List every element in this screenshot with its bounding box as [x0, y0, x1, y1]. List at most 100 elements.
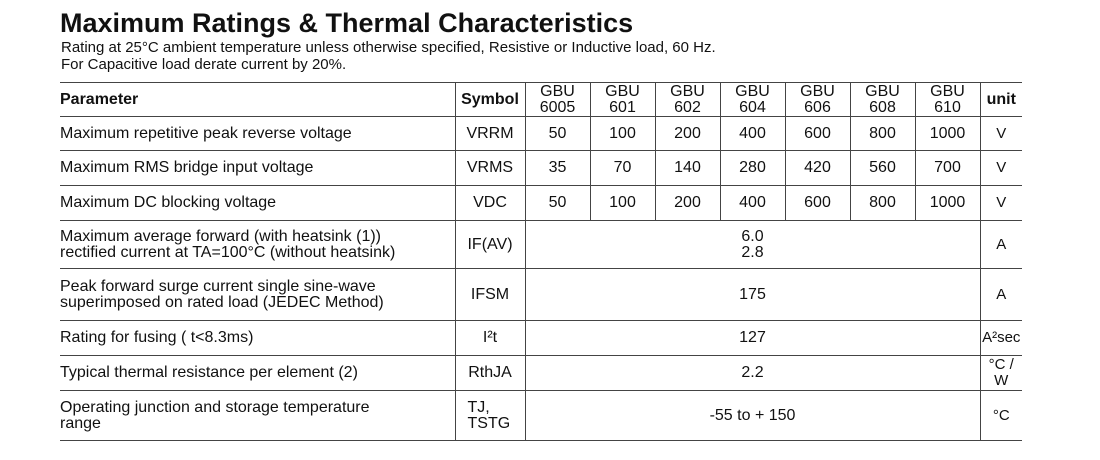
table-row: Maximum DC blocking voltage VDC 50 100 200 40… — [60, 185, 1022, 221]
unit-cell: A — [979, 220, 1022, 269]
header-cell: GBU 604 — [719, 82, 785, 117]
device-name: GBU — [605, 82, 640, 100]
table-row: Typical thermal resistance per element (… — [60, 355, 1022, 391]
value-cell: 800 — [849, 185, 915, 221]
parameter-cell: Maximum repetitive peak reverse voltage — [60, 116, 455, 151]
value-cell: 1000 — [914, 185, 980, 221]
value-cell: 100 — [589, 185, 655, 221]
value-cell: 50 — [524, 185, 590, 221]
header-cell: GBU 608 — [849, 82, 915, 117]
table-row: Peak forward surge current single sine-w… — [60, 268, 1022, 321]
device-name: 608 — [869, 98, 896, 116]
value-cell: -55 to + 150 — [524, 390, 980, 441]
header-cell: GBU 606 — [784, 82, 850, 117]
value-cell: 200 — [654, 185, 720, 221]
value-line: 6.0 — [741, 227, 764, 245]
header-cell: GBU 602 — [654, 82, 720, 117]
symbol-cell: IFSM — [454, 268, 525, 321]
header-row: Parameter Symbol GBU 6005 GBU 601 GBU 602 GBU 604… — [60, 82, 1022, 117]
parameter-line: Rating for fusing ( t<8.3ms) — [60, 329, 254, 346]
title: Maximum Ratings & Thermal Characteristic… — [60, 8, 634, 38]
symbol-line: VRRM — [466, 124, 514, 142]
symbol-cell: VRRM — [454, 116, 525, 151]
value-line: 127 — [739, 329, 766, 346]
device-name: 604 — [739, 98, 766, 116]
value-cell: 175 — [524, 268, 980, 321]
note: For Capacitive load derate current by 20… — [61, 56, 347, 73]
device-name: 610 — [934, 98, 961, 116]
value-cell: 6.0 2.8 — [524, 220, 980, 269]
parameter-cell: Maximum DC blocking voltage — [60, 185, 455, 221]
device-name: 602 — [674, 98, 701, 116]
symbol-cell: TJ, TSTG — [454, 390, 525, 441]
symbol-line: VDC — [473, 194, 507, 211]
unit-cell: A — [979, 268, 1022, 321]
value-cell: 600 — [784, 185, 850, 221]
parameter-line: Maximum average forward (with heatsink (… — [60, 227, 381, 245]
parameter-cell: Maximum RMS bridge input voltage — [60, 150, 455, 186]
parameter-line: Maximum DC blocking voltage — [60, 194, 277, 211]
symbol-line: TSTG — [467, 414, 511, 432]
device-name: GBU — [865, 82, 900, 100]
device-name: GBU — [800, 82, 835, 100]
header-cell: GBU 601 — [589, 82, 655, 117]
table-row: Rating for fusing ( t<8.3ms) I²t 127 A²sec — [60, 320, 1022, 356]
symbol-line: IFSM — [470, 285, 510, 303]
header-cell: GBU 610 — [914, 82, 980, 117]
value-cell: 1000 — [914, 116, 980, 151]
symbol-line: VRMS — [466, 159, 514, 176]
value-line: 2.8 — [741, 243, 764, 261]
unit-cell: V — [979, 150, 1022, 186]
device-name: GBU — [930, 82, 965, 100]
value-cell: 280 — [719, 150, 785, 186]
device-name: GBU — [670, 82, 705, 100]
value-cell: 50 — [524, 116, 590, 151]
symbol-cell: VDC — [454, 185, 525, 221]
symbol-line: RthJA — [468, 364, 512, 381]
value-cell: 800 — [849, 116, 915, 151]
symbol-cell: I²t — [454, 320, 525, 356]
parameter-line: rectified current at TA=100°C (without h… — [60, 243, 396, 261]
device-name: 6005 — [539, 98, 576, 116]
value-line: -55 to + 150 — [709, 406, 796, 424]
header-cell: GBU 6005 — [524, 82, 590, 117]
unit-cell: V — [979, 185, 1022, 221]
parameter-line: Peak forward surge current single sine-w… — [60, 277, 376, 295]
parameter-line: Maximum repetitive peak reverse voltage — [60, 124, 352, 142]
header-cell: Symbol — [454, 82, 525, 117]
parameter-cell: Typical thermal resistance per element (… — [60, 355, 455, 391]
table-row: Maximum RMS bridge input voltage VRMS 35 70… — [60, 150, 1022, 186]
value-cell: 420 — [784, 150, 850, 186]
value-cell: 400 — [719, 185, 785, 221]
device-name: 601 — [609, 98, 636, 116]
header-cell: unit — [979, 82, 1022, 117]
symbol-line: IF(AV) — [467, 235, 513, 253]
unit-cell: °C / W — [979, 355, 1022, 391]
unit-cell: A²sec — [979, 320, 1022, 356]
table-row: Maximum average forward (with heatsink (… — [60, 220, 1022, 269]
device-name: GBU — [735, 82, 770, 100]
value-cell: 35 — [524, 150, 590, 186]
parameter-cell: Operating junction and storage temperatu… — [60, 390, 455, 441]
parameter-cell: Maximum average forward (with heatsink (… — [60, 220, 455, 269]
value-cell: 2.2 — [524, 355, 980, 391]
value-line: 175 — [739, 285, 766, 303]
value-line: 2.2 — [741, 364, 764, 381]
value-cell: 700 — [914, 150, 980, 186]
parameter-line: range — [60, 414, 101, 432]
unit-cell: °C — [979, 390, 1022, 441]
symbol-cell: RthJA — [454, 355, 525, 391]
value-cell: 200 — [654, 116, 720, 151]
ratings-table: Parameter Symbol GBU 6005 GBU 601 GBU 602 GBU 604… — [60, 82, 1022, 441]
table-row: Maximum repetitive peak reverse voltage V… — [60, 116, 1022, 151]
value-cell: 140 — [654, 150, 720, 186]
value-cell: 600 — [784, 116, 850, 151]
value-cell: 70 — [589, 150, 655, 186]
symbol-line: I²t — [482, 329, 498, 346]
parameter-line: Maximum RMS bridge input voltage — [60, 159, 314, 176]
parameter-line: Operating junction and storage temperatu… — [60, 398, 370, 416]
symbol-cell: IF(AV) — [454, 220, 525, 269]
parameter-cell: Peak forward surge current single sine-w… — [60, 268, 455, 321]
value-cell: 100 — [589, 116, 655, 151]
